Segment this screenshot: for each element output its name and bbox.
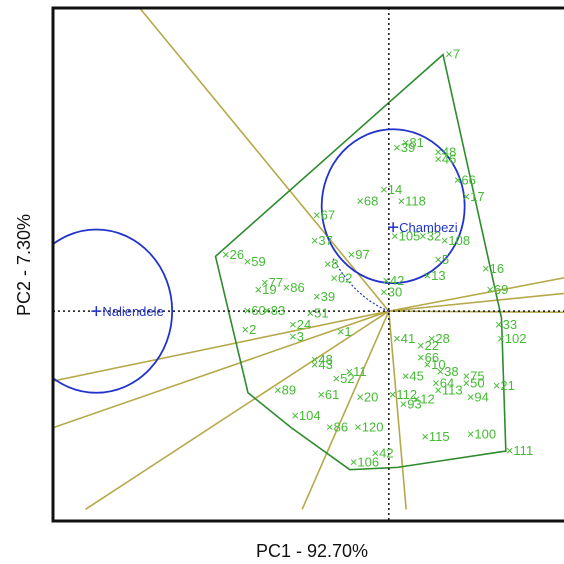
genotype-point: ×42 <box>382 273 404 288</box>
y-axis-title: PC2 - 7.30% <box>14 214 34 316</box>
genotype-point: ×46 <box>434 152 456 167</box>
genotype-point: ×118 <box>398 194 426 209</box>
genotype-point: ×68 <box>356 194 378 209</box>
genotype-point: ×113 <box>434 382 462 397</box>
genotype-point: ×62 <box>330 270 352 285</box>
genotype-point: ×38 <box>437 364 459 379</box>
genotype-point: ×52 <box>333 371 355 386</box>
genotype-point: ×13 <box>424 268 446 283</box>
concentric-circle-1 <box>53 228 174 394</box>
genotype-point: ×66 <box>454 173 476 188</box>
genotype-point: ×102 <box>497 331 526 346</box>
genotype-point: ×59 <box>244 254 266 269</box>
genotype-point: ×104 <box>291 408 320 423</box>
concentric-circle-2 <box>320 128 466 285</box>
genotype-point: ×5 <box>434 252 449 267</box>
genotype-point: ×30 <box>380 284 402 299</box>
genotype-point: ×77 <box>261 275 283 290</box>
genotype-point: ×120 <box>354 420 383 435</box>
genotype-point: ×89 <box>274 382 296 397</box>
genotype-point: ×3 <box>289 329 304 344</box>
genotype-point: ×19 <box>255 282 277 297</box>
genotype-point: ×26 <box>222 247 244 262</box>
environment-arc <box>331 257 390 312</box>
sector-ray-5 <box>53 310 390 429</box>
genotype-point: ×7 <box>445 47 460 62</box>
genotype-point: ×45 <box>402 368 424 383</box>
genotype-point: ×106 <box>350 455 379 470</box>
genotype-point: ×111 <box>506 443 533 458</box>
genotype-point: ×97 <box>348 247 370 262</box>
genotype-point: ×86 <box>326 420 348 435</box>
genotype-point: ×11 <box>346 364 367 379</box>
genotype-point: ×64 <box>432 375 454 390</box>
x-axis-title: PC1 - 92.70% <box>256 541 368 561</box>
sector-ray-2 <box>388 277 564 312</box>
genotype-point: ×14 <box>380 182 402 197</box>
genotype-point: ×43 <box>311 357 333 372</box>
genotype-point: ×67 <box>313 208 335 223</box>
environment-label-naliendele: Naliendele <box>102 304 163 319</box>
sector-ray-3 <box>388 292 564 312</box>
genotype-point: ×17 <box>463 189 485 204</box>
genotype-point: ×94 <box>467 389 489 404</box>
genotype-point: ×41 <box>393 331 415 346</box>
genotype-point: ×8 <box>324 257 339 272</box>
genotype-point: ×112 <box>389 387 417 402</box>
environment-label-chambezi: Chambezi <box>399 220 458 235</box>
genotype-point: ×21 <box>493 378 515 393</box>
genotype-point: ×81 <box>402 135 424 150</box>
genotype-point: ×75 <box>463 368 485 383</box>
genotype-point: ×33 <box>495 317 517 332</box>
genotype-point: ×42 <box>372 445 394 460</box>
genotype-point: ×39 <box>313 289 335 304</box>
plot-frame <box>51 6 564 523</box>
genotype-point: ×32 <box>419 229 441 244</box>
genotype-point: ×48 <box>311 352 333 367</box>
genotype-point: ×16 <box>482 261 504 276</box>
genotype-point: ×93 <box>400 396 422 411</box>
sector-ray-1 <box>139 8 390 312</box>
genotype-point: ×50 <box>463 375 485 390</box>
genotype-point: ×100 <box>467 427 496 442</box>
genotype-point: ×115 <box>421 429 449 444</box>
genotype-point: ×61 <box>317 387 339 402</box>
genotype-point: ×108 <box>441 233 470 248</box>
genotype-point: ×2 <box>242 322 257 337</box>
genotype-point: ×1 <box>337 324 352 339</box>
genotype-point: ×20 <box>356 389 378 404</box>
genotype-point: ×28 <box>428 331 450 346</box>
genotype-point: ×83 <box>263 303 285 318</box>
genotype-point: ×105 <box>391 229 420 244</box>
genotype-point: ×10 <box>424 357 446 372</box>
sector-ray-8 <box>301 310 390 510</box>
genotype-point: ×86 <box>283 280 305 295</box>
polygon-hull <box>214 53 507 471</box>
genotype-point: ×24 <box>289 317 311 332</box>
sector-ray-6 <box>53 310 389 382</box>
genotype-point: ×69 <box>486 282 508 297</box>
genotype-point: ×12 <box>413 392 435 407</box>
genotype-point: ×39 <box>393 140 415 155</box>
genotype-point: ×51 <box>307 305 329 320</box>
genotype-point: ×37 <box>311 233 333 248</box>
sector-ray-9 <box>388 311 407 510</box>
genotype-point: ×66 <box>417 350 439 365</box>
genotype-point: ×48 <box>434 145 456 160</box>
genotype-point: ×60 <box>244 303 266 318</box>
sector-ray-7 <box>85 310 390 511</box>
genotype-point: ×22 <box>417 338 439 353</box>
sector-ray-4 <box>388 310 564 314</box>
plot-area: ×7×81×39 ×48×46×66×14 ×17×68 ×118×67×37 ×105… <box>53 8 564 521</box>
